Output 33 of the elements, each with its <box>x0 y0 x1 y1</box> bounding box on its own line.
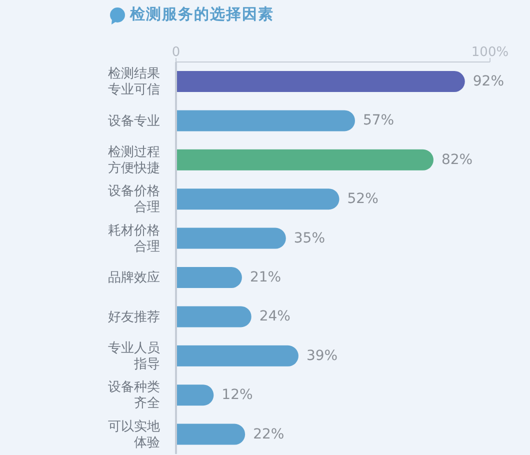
data-label: 92% <box>472 74 504 90</box>
chart-title: 检测服务的选择因素 <box>130 5 274 24</box>
data-label: 52% <box>347 191 378 208</box>
data-label: 57% <box>362 112 394 129</box>
y-tick-label: 可以实地体验 <box>108 418 160 450</box>
x-tick-label: 100% <box>471 45 509 60</box>
bar <box>176 384 214 406</box>
y-tick-label: 设备专业 <box>108 113 160 128</box>
y-tick-label: 检测过程方便快捷 <box>108 144 160 176</box>
y-tick-label: 设备种类齐全 <box>108 380 160 411</box>
bar <box>176 149 434 170</box>
x-tick-label: 0 <box>172 45 180 60</box>
data-label: 12% <box>222 387 253 404</box>
bar <box>176 71 465 92</box>
data-label: 21% <box>250 270 282 286</box>
bar <box>176 110 355 132</box>
y-tick-label: 品牌效应 <box>108 269 160 286</box>
data-label: 39% <box>306 348 338 364</box>
y-tick-label: 好友推荐 <box>108 309 160 324</box>
data-label: 22% <box>253 426 284 442</box>
bar <box>176 188 340 210</box>
bar <box>176 424 246 445</box>
bar <box>176 228 286 249</box>
data-label: 35% <box>294 230 326 246</box>
bar <box>176 345 298 366</box>
bar <box>176 267 242 288</box>
y-tick-label: 耗材价格合理 <box>108 222 160 254</box>
y-tick-label: 设备价格合理 <box>108 184 160 215</box>
y-tick-label: 检测结果专业可信 <box>108 66 160 98</box>
bar <box>176 306 252 328</box>
data-label: 82% <box>441 152 473 168</box>
y-tick-label: 专业人员指导 <box>108 340 160 372</box>
data-label: 24% <box>259 308 290 325</box>
